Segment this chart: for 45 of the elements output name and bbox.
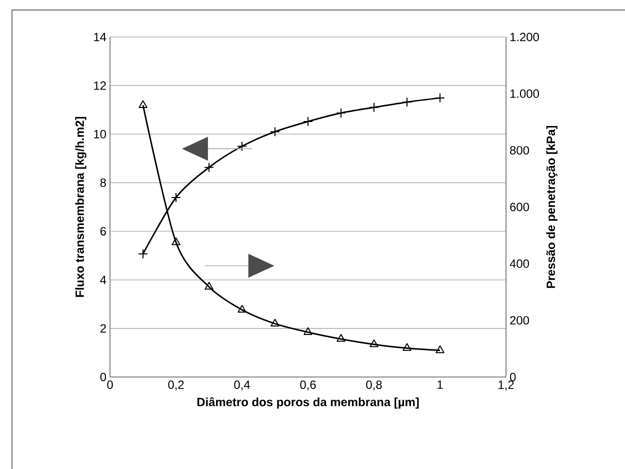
point — [171, 192, 181, 202]
y-tick-label: 14 — [94, 32, 106, 42]
point — [172, 237, 180, 246]
point — [436, 345, 444, 354]
y2-tick-label: 600 — [510, 202, 530, 212]
y-tick-label: 0 — [100, 372, 106, 382]
y2-tick-label: 200 — [510, 316, 530, 325]
x-tick-label: 0,2 — [168, 380, 184, 390]
point — [402, 343, 412, 351]
point — [238, 304, 246, 313]
point — [336, 108, 346, 118]
x-tick-label: 0,6 — [300, 380, 316, 390]
y2-tick-label: 1.200 — [510, 32, 539, 42]
point — [270, 126, 280, 137]
point — [138, 248, 148, 259]
y-tick-label: 12 — [94, 81, 106, 90]
point — [402, 97, 412, 108]
y-axis-title: Fluxo transmembrana [kg/h.m2] — [75, 116, 86, 297]
point — [336, 334, 346, 342]
y2-tick-label: 1.000 — [510, 89, 539, 98]
y2-axis-title: Pressão de penetração [kPa] — [546, 126, 558, 288]
point — [138, 100, 148, 108]
x-tick-label: 0 — [107, 380, 113, 389]
point — [370, 339, 378, 348]
point — [435, 92, 445, 103]
x-tick-label: 1,2 — [498, 380, 514, 390]
x-tick-label: 0,8 — [366, 380, 382, 390]
point — [304, 327, 312, 335]
point — [204, 282, 214, 290]
x-tick-label: 0,4 — [234, 380, 250, 390]
point — [369, 102, 379, 112]
y-tick-label: 8 — [100, 178, 106, 187]
y-tick-label: 6 — [100, 227, 106, 236]
x-axis-title: Diâmetro dos poros da membrana [µm] — [197, 397, 419, 409]
y2-tick-label: 800 — [510, 146, 530, 155]
x-tick-label: 1 — [438, 380, 443, 389]
point — [303, 116, 313, 126]
y-tick-label: 10 — [94, 130, 106, 138]
y2-tick-label: 400 — [510, 259, 530, 268]
y-tick-label: 4 — [100, 276, 106, 284]
point — [237, 141, 247, 152]
y-tick-label: 2 — [100, 324, 106, 333]
point — [204, 162, 214, 172]
y2-tick-label: 0 — [510, 372, 516, 382]
point — [270, 318, 280, 326]
